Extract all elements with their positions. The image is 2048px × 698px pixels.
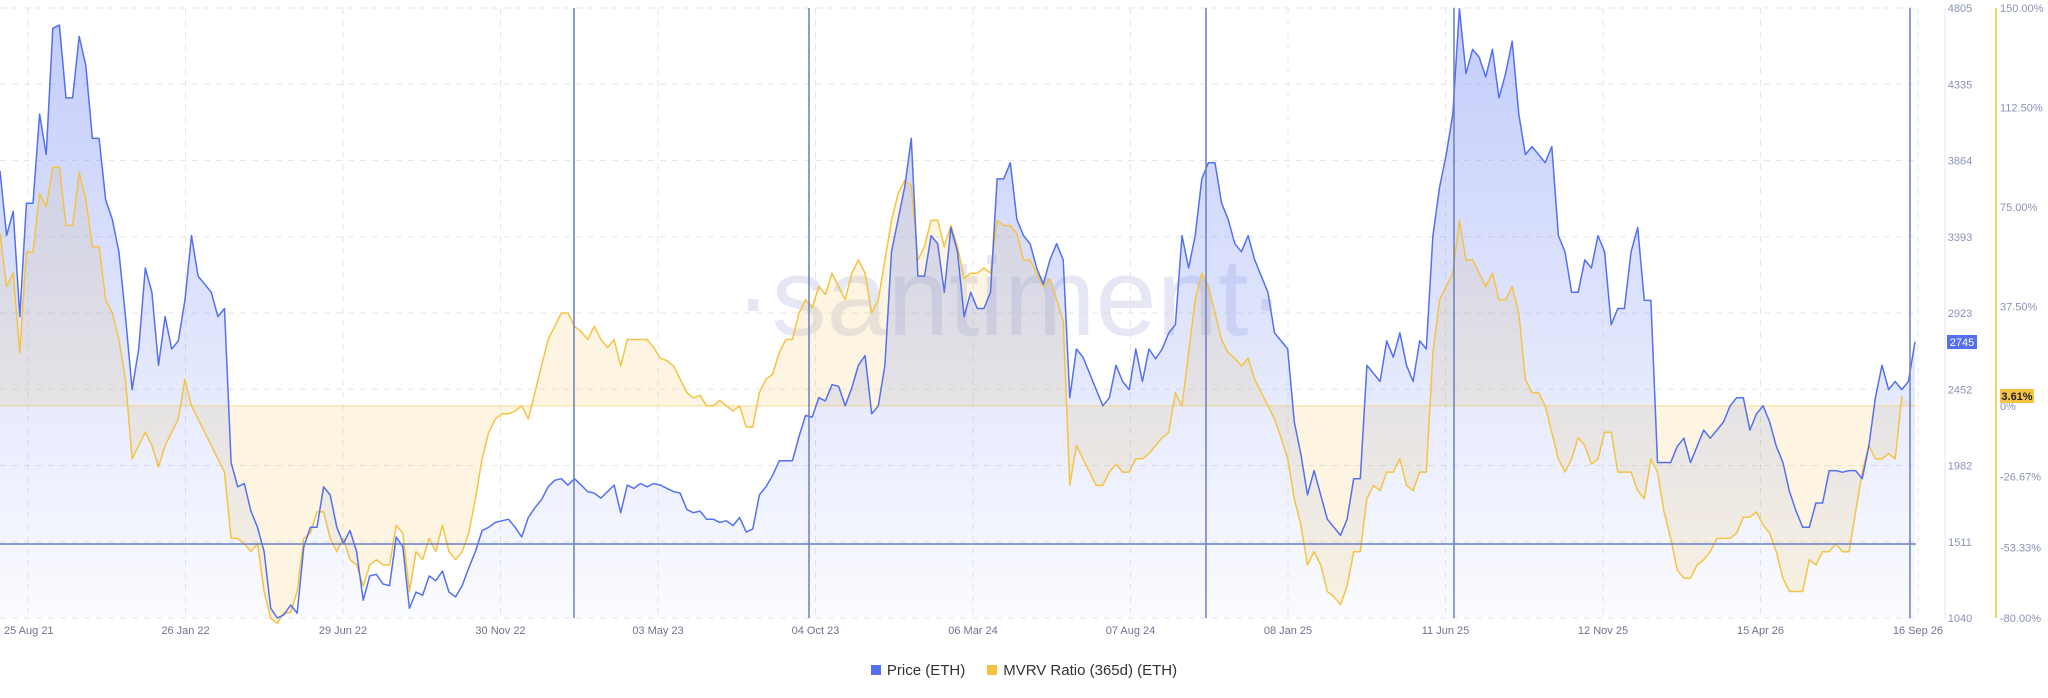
x-axis-tick-label: 16 Sep 26: [1893, 625, 1943, 637]
price-area: [0, 8, 1915, 619]
price-axis-tick-label: 1511: [1948, 537, 1972, 549]
x-axis-tick-label: 07 Aug 24: [1106, 625, 1156, 637]
mvrv-axis-tick-label: 0%: [2000, 401, 2016, 413]
mvrv-axis-tick-label: 75.00%: [2000, 202, 2038, 214]
legend-item-mvrv[interactable]: MVRV Ratio (365d) (ETH): [987, 662, 1177, 679]
axes: 4805 4335 3864 3393 2923 2452 1982 1511 1040 150.…: [4, 3, 2044, 637]
x-axis-tick-label: 06 Mar 24: [948, 625, 998, 637]
x-axis-tick-label: 08 Jan 25: [1264, 625, 1312, 637]
price-axis-tick-label: 4805: [1948, 3, 1972, 15]
mvrv-axis-tick-label: -80.00%: [2000, 613, 2041, 625]
price-badge: 2745: [1950, 337, 1974, 349]
mvrv-axis-tick-label: 112.50%: [2000, 102, 2043, 114]
mvrv-axis-tick-label: -53.33%: [2000, 542, 2041, 554]
crosshair-lines: [0, 8, 1916, 618]
legend-label-price: Price (ETH): [886, 661, 966, 679]
price-badge-bg: [1947, 335, 1977, 349]
x-axis-tick-label: 25 Aug 21: [4, 625, 54, 637]
price-axis-tick-label: 2452: [1948, 384, 1972, 396]
price-line: [0, 8, 1916, 619]
x-axis-tick-label: 11 Jun 25: [1422, 625, 1470, 637]
mvrv-badge: 3.61%: [2001, 391, 2032, 403]
x-axis-tick-label: 29 Jun 22: [319, 625, 367, 637]
legend: Price (ETH) MVRV Ratio (365d) (ETH): [0, 658, 2048, 682]
x-axis-tick-label: 12 Nov 25: [1578, 625, 1628, 637]
series-layer: [0, 8, 1916, 625]
price-axis-tick-label: 3864: [1948, 156, 1972, 168]
price-axis-tick-label: 2923: [1948, 308, 1972, 320]
value-badges: 2745 3.61%: [1947, 335, 2034, 403]
mvrv-line: [0, 166, 1903, 625]
legend-label-mvrv: MVRV Ratio (365d) (ETH): [1003, 661, 1178, 679]
price-axis-tick-label: 3393: [1948, 232, 1972, 244]
price-axis-tick-label: 4335: [1948, 79, 1972, 91]
x-axis-tick-label: 26 Jan 22: [161, 625, 209, 637]
x-axis-tick-label: 04 Oct 23: [792, 625, 840, 637]
mvrv-axis-tick-label: 150.00%: [2000, 3, 2044, 15]
price-axis-tick-label: 1982: [1948, 461, 1972, 473]
x-axis-tick-label: 30 Nov 22: [475, 625, 525, 637]
x-axis-tick-label: 15 Apr 26: [1737, 625, 1784, 637]
mvrv-axis-tick-label: -26.67%: [2000, 472, 2041, 484]
price-axis-tick-label: 1040: [1948, 613, 1972, 625]
mvrv-axis-tick-label: 37.50%: [2000, 301, 2038, 313]
legend-swatch-price: [870, 665, 881, 675]
legend-item-price[interactable]: Price (ETH): [870, 661, 966, 679]
mvrv-badge-bg: [2000, 389, 2034, 403]
x-axis-tick-label: 03 May 23: [632, 625, 683, 637]
legend-swatch-mvrv: [987, 665, 998, 675]
